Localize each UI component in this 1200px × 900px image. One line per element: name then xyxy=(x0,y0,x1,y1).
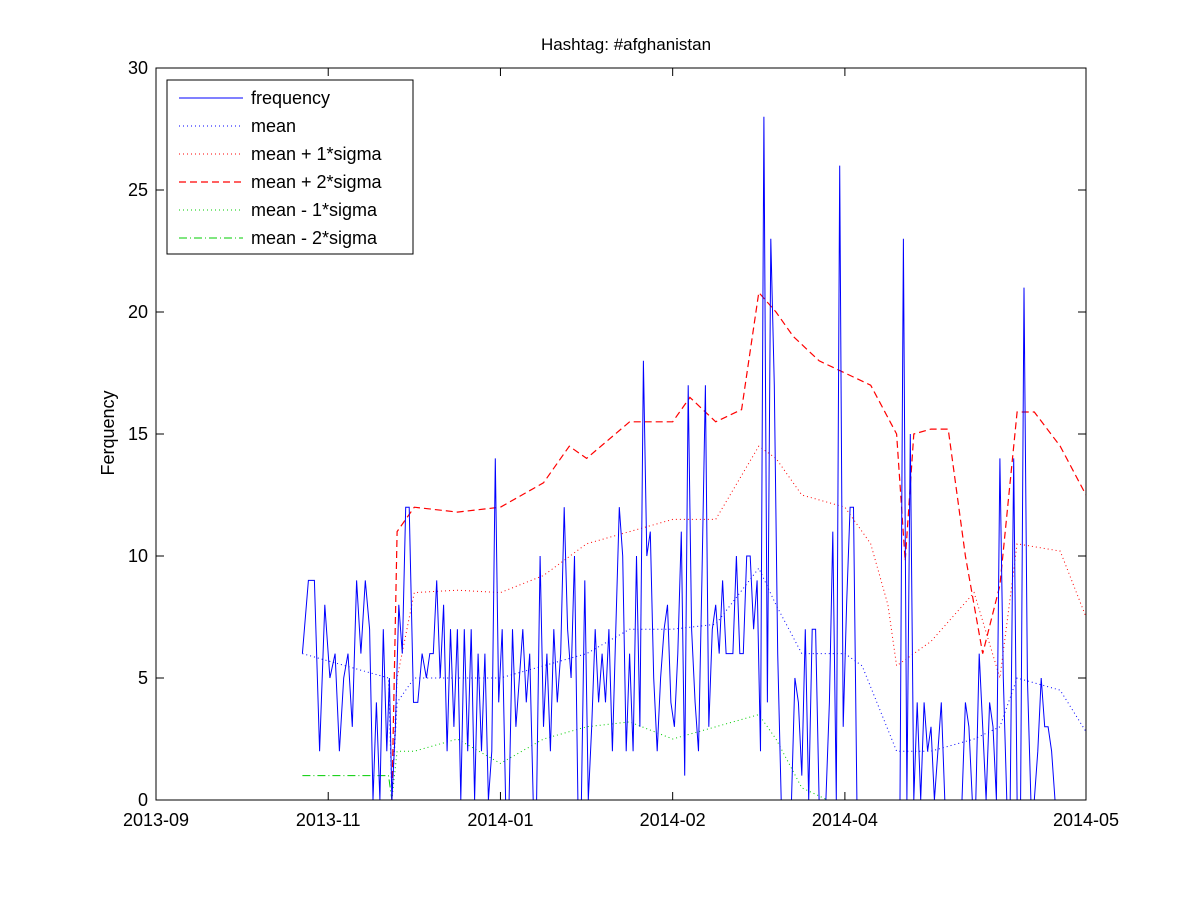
legend: frequency mean mean + 1*sigma mean + 2*sigm… xyxy=(166,79,414,255)
series-line-3 xyxy=(391,291,1086,800)
series-line-4 xyxy=(391,714,828,800)
y-tick-label: 20 xyxy=(128,302,148,322)
legend-label: mean - 1*sigma xyxy=(251,200,378,220)
x-tick-label: 2014-01 xyxy=(467,810,533,830)
y-tick-label: 0 xyxy=(138,790,148,810)
chart-title: Hashtag: #afghanistan xyxy=(541,35,711,54)
legend-box xyxy=(166,79,414,255)
y-tick-label: 10 xyxy=(128,546,148,566)
x-tick-label: 2014-04 xyxy=(812,810,878,830)
x-tick-label: 2014-05 xyxy=(1053,810,1119,830)
y-tick-label: 15 xyxy=(128,424,148,444)
axis-ticks: 0 5 10 15 20 25 30 2013-09 2013-11 2014-01 2014-02… xyxy=(123,58,1119,830)
series-line-0 xyxy=(301,116,1056,800)
x-tick-label: 2013-11 xyxy=(296,810,361,830)
legend-label: mean xyxy=(251,116,296,136)
legend-label: mean + 2*sigma xyxy=(251,172,383,192)
y-tick-label: 25 xyxy=(128,180,148,200)
legend-label: frequency xyxy=(251,88,330,108)
y-tick-label: 30 xyxy=(128,58,148,78)
series-lines xyxy=(301,116,1086,800)
x-tick-label: 2013-09 xyxy=(123,810,189,830)
legend-label: mean - 2*sigma xyxy=(251,228,378,248)
series-line-1 xyxy=(302,567,1086,800)
y-axis-label: Ferquency xyxy=(98,390,118,475)
y-tick-label: 5 xyxy=(138,668,148,688)
x-tick-label: 2014-02 xyxy=(640,810,706,830)
legend-label: mean + 1*sigma xyxy=(251,144,383,164)
series-line-5 xyxy=(302,775,393,800)
y-axis-label-group: Ferquency xyxy=(98,390,118,475)
